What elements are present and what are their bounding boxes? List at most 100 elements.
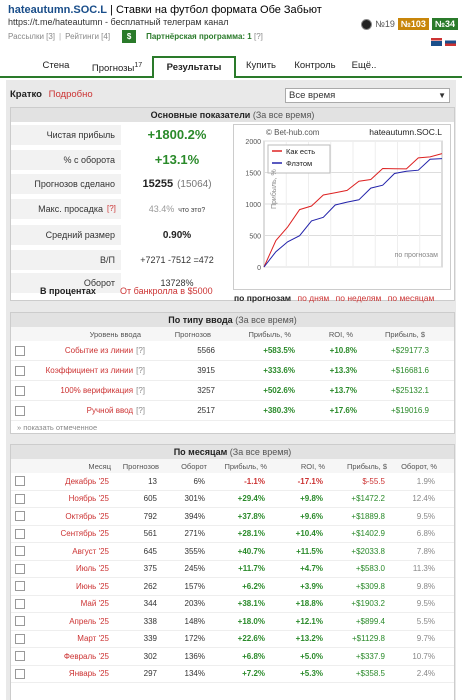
drawdown-help-link[interactable]: что это? <box>178 207 206 214</box>
roi-cell: +11.5% <box>296 546 323 556</box>
show-selected-link[interactable]: » показать отмеченное <box>17 423 98 432</box>
by-type-table: Уровень ввода Прогнозов Прибыль, % ROI, % Пр… <box>11 327 454 421</box>
dollar-icon[interactable]: $ <box>122 30 137 43</box>
row-checkbox[interactable] <box>15 476 25 487</box>
rank-badge-green[interactable]: №34 <box>431 18 458 30</box>
percent-label: В процентах <box>40 286 96 296</box>
turnover-cell: 6% <box>193 476 205 486</box>
row-checkbox[interactable] <box>15 633 25 644</box>
tab-label: Контроль <box>294 60 336 71</box>
month-row: Июль '25 375 245% +11.7% +4.7% +$583.0 11.3% <box>11 561 454 578</box>
row-checkbox[interactable] <box>15 405 25 416</box>
help-link[interactable]: [?] <box>136 346 145 355</box>
partner-help[interactable]: [?] <box>253 32 263 41</box>
row-checkbox[interactable] <box>15 385 25 396</box>
count-cell: 2517 <box>197 406 215 415</box>
rank-badge-orange[interactable]: №103 <box>397 18 429 30</box>
row-checkbox[interactable] <box>15 563 25 574</box>
stat-row: Средний размер 0.90% <box>11 225 233 245</box>
count-cell: 645 <box>143 546 157 556</box>
entry-type-name[interactable]: Коэффициент из линии [?] <box>31 366 145 375</box>
entry-type-name[interactable]: 100% верификация [?] <box>31 386 145 395</box>
count-cell: 792 <box>143 511 157 521</box>
row-checkbox[interactable] <box>15 598 25 609</box>
bank-link[interactable]: От банкролла в $5000 <box>120 286 213 296</box>
month-name[interactable]: Апрель '25 <box>69 616 109 626</box>
row-checkbox[interactable] <box>15 581 25 592</box>
row-checkbox[interactable] <box>15 546 25 557</box>
month-name[interactable]: Март '25 <box>77 634 109 644</box>
nav-by-months[interactable]: по месяцам <box>387 293 435 303</box>
count-cell: 338 <box>143 616 157 626</box>
y-axis-label: Прибыль, % <box>270 169 278 209</box>
tab-buy[interactable]: Купить <box>236 56 286 76</box>
count-cell: 344 <box>143 599 157 609</box>
row-checkbox[interactable] <box>15 616 25 627</box>
channel-url[interactable]: https://t.me/hateautumn - бесплатный тел… <box>8 17 229 27</box>
forecasts-alt-count: (15064) <box>177 179 212 190</box>
tab-control[interactable]: Контроль <box>286 56 344 76</box>
turnover-cell: 172% <box>184 634 205 644</box>
channel-name[interactable]: hateautumn.SOC.L <box>8 4 108 16</box>
nav-by-forecasts[interactable]: по прогнозам <box>234 293 292 303</box>
drawdown-help[interactable]: [?] <box>107 204 116 213</box>
count-cell: 5566 <box>197 346 215 355</box>
profit-usd-cell: +$1402.9 <box>351 529 385 539</box>
ratings-link[interactable]: Рейтинги [4] <box>65 32 111 41</box>
entry-type-name[interactable]: Ручной ввод [?] <box>31 406 145 415</box>
month-name[interactable]: Ноябрь '25 <box>68 494 109 504</box>
header-links: Рассылки [3] | Рейтинги [4] $ Партнёрска… <box>8 30 263 43</box>
row-checkbox[interactable] <box>15 528 25 539</box>
tab-forecasts[interactable]: Прогнозы17 <box>82 56 152 76</box>
roi-cell: +12.1% <box>295 616 323 626</box>
row-checkbox[interactable] <box>15 511 25 522</box>
month-name[interactable]: Сентябрь '25 <box>60 529 110 539</box>
turnover-cell: 136% <box>184 651 205 661</box>
partner-program-link[interactable]: Партнёрская программа: 1 [?] <box>146 32 263 41</box>
tab-label: Купить <box>245 60 277 71</box>
row-checkbox[interactable] <box>15 345 25 356</box>
entry-type-label: Событие из линии <box>64 346 134 355</box>
stat-row: Макс. просадка 43.4% что это? [?] <box>11 199 233 219</box>
tab-more[interactable]: Ещё.. <box>344 56 384 76</box>
month-name[interactable]: Август '25 <box>72 546 109 556</box>
russian-flag-icon[interactable] <box>445 38 456 46</box>
nav-by-weeks[interactable]: по неделям <box>335 293 382 303</box>
turnover-pct-cell: 9.5% <box>416 599 435 609</box>
help-link[interactable]: [?] <box>136 366 145 375</box>
month-name[interactable]: Май '25 <box>80 599 109 609</box>
period-select[interactable]: Все время ▼ <box>285 88 450 103</box>
chart-nav: по прогнозам по дням по неделям по месяц… <box>234 293 438 303</box>
month-name[interactable]: Январь '25 <box>68 669 109 679</box>
month-name[interactable]: Февраль '25 <box>63 651 109 661</box>
month-row: Июнь '25 262 157% +6.2% +3.9% +$309.8 9.8% <box>11 578 454 596</box>
month-name[interactable]: Октябрь '25 <box>65 511 109 521</box>
roi-cell: +4.7% <box>300 564 323 574</box>
help-link[interactable]: [?] <box>136 386 145 395</box>
tab-results[interactable]: Результаты <box>152 56 236 78</box>
entry-type-name[interactable]: Событие из линии [?] <box>31 346 145 355</box>
help-link[interactable]: [?] <box>136 406 145 415</box>
mailings-link[interactable]: Рассылки [3] <box>8 32 56 41</box>
panel-subtitle: (За все время) <box>252 110 315 120</box>
nav-by-days[interactable]: по дням <box>297 293 330 303</box>
profit-pct-cell: +37.8% <box>237 511 265 521</box>
tab-wall[interactable]: Стена <box>30 56 82 76</box>
row-checkbox[interactable] <box>15 493 25 504</box>
panel-header: По месяцам (За все время) <box>11 445 454 459</box>
row-checkbox[interactable] <box>15 668 25 679</box>
month-name[interactable]: Июль '25 <box>75 564 109 574</box>
tab-count: 17 <box>134 62 143 69</box>
row-checkbox[interactable] <box>15 651 25 662</box>
roi-cell: +10.4% <box>295 529 323 539</box>
row-checkbox[interactable] <box>15 365 25 376</box>
view-brief[interactable]: Кратко <box>10 89 42 100</box>
stat-label: Макс. просадка <box>11 199 121 219</box>
legend-label: Как есть <box>286 147 315 156</box>
view-detailed[interactable]: Подробно <box>48 89 93 100</box>
month-name[interactable]: Июнь '25 <box>76 581 109 591</box>
month-name[interactable]: Декабрь '25 <box>65 476 109 486</box>
english-flag-icon[interactable] <box>431 38 442 46</box>
stat-row: Оборот 13728% <box>11 273 233 293</box>
profit-pct-cell: +18.0% <box>237 616 265 626</box>
